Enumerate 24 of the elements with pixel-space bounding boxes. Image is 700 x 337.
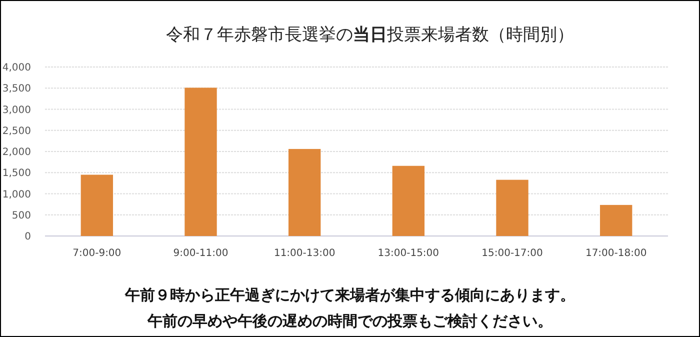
y-tick-label: 1,500 [2,168,31,180]
bar [392,166,425,236]
x-tick-label: 17:00-18:00 [585,248,647,259]
text: 午前の早めや午後の遅めの時間での投票もご検討ください。 [146,312,552,330]
y-tick-label: 500 [12,210,31,222]
y-tick-label: 4,000 [2,62,31,74]
y-tick-label: 0 [24,232,31,242]
bar [600,204,632,236]
text: 午前９時から正午過ぎにかけて来場者が集中する傾向にあります。 [124,286,575,304]
x-tick-label: 13:00-15:00 [378,248,440,259]
bar [80,174,114,236]
bar [288,148,321,236]
x-tick-label: 9:00-11:00 [173,248,228,259]
y-tick-label: 3,000 [2,104,31,116]
y-tick-label: 1,000 [2,189,31,200]
bar [496,180,528,236]
x-tick-label: 15:00-17:00 [482,248,543,259]
x-tick-label: 11:00-13:00 [274,248,336,259]
chart-title: 令和７年赤磐市長選挙の当日投票来場者数（時間別） [166,25,574,45]
y-tick-label: 3,500 [2,84,31,95]
x-tick-label: 7:00-9:00 [72,248,122,259]
y-tick-label: 2,500 [2,126,31,137]
y-tick-label: 2,000 [2,147,31,158]
bar [184,88,217,236]
